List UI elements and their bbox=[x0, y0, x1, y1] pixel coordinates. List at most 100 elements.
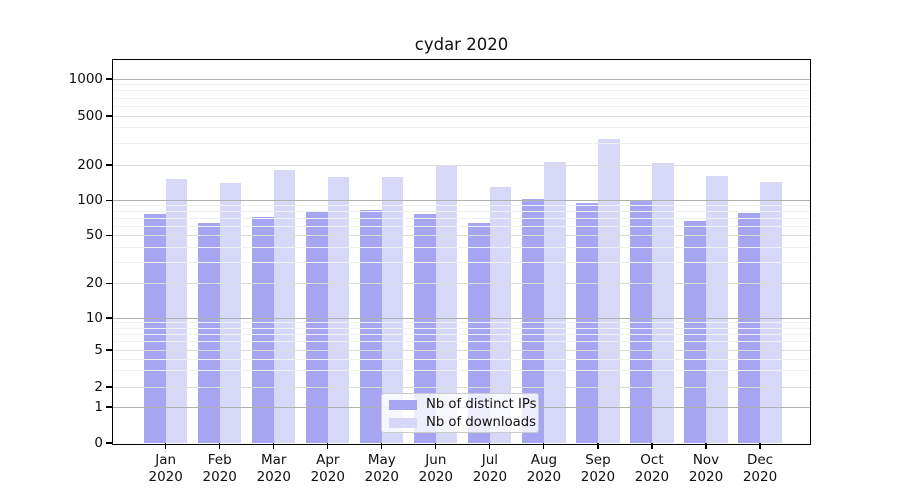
legend-swatch-distinct-ips bbox=[389, 400, 417, 410]
x-tick-label: Feb 2020 bbox=[202, 452, 237, 485]
x-tick-label: May 2020 bbox=[364, 452, 399, 485]
x-tick-mark bbox=[219, 443, 221, 449]
bar-ips-7 bbox=[522, 198, 544, 443]
bar-downloads-4 bbox=[381, 177, 404, 443]
legend-label-downloads: Nb of downloads bbox=[426, 415, 536, 430]
gridline bbox=[113, 333, 810, 335]
gridline bbox=[113, 283, 810, 284]
y-tick-label: 0 bbox=[94, 434, 103, 451]
gridline bbox=[113, 370, 810, 372]
y-tick-label: 5 bbox=[94, 341, 103, 358]
y-tick-mark bbox=[106, 164, 113, 166]
bar-ips-3 bbox=[306, 211, 328, 443]
legend-item-downloads: Nb of downloads bbox=[382, 414, 538, 432]
gridline bbox=[113, 322, 810, 324]
x-tick-mark bbox=[651, 443, 653, 449]
y-tick-mark bbox=[106, 442, 113, 444]
x-tick-label: Jun 2020 bbox=[418, 452, 454, 485]
bar-downloads-8 bbox=[597, 139, 620, 443]
gridline bbox=[113, 386, 810, 388]
gridline bbox=[113, 84, 810, 86]
x-tick-mark bbox=[489, 443, 491, 449]
y-tick-mark bbox=[106, 386, 113, 388]
gridline bbox=[113, 235, 810, 236]
x-tick-label: Dec 2020 bbox=[742, 452, 778, 485]
y-tick-label: 100 bbox=[77, 192, 103, 208]
x-tick-mark bbox=[543, 443, 545, 449]
bar-ips-6 bbox=[468, 223, 490, 443]
gridline bbox=[113, 142, 810, 144]
y-tick-mark bbox=[106, 78, 113, 80]
gridline bbox=[113, 127, 810, 129]
y-tick-mark bbox=[106, 115, 113, 117]
x-tick-mark bbox=[705, 443, 707, 449]
gridline bbox=[113, 211, 810, 213]
x-tick-label: Oct 2020 bbox=[634, 452, 670, 485]
bar-ips-9 bbox=[630, 200, 652, 443]
y-tick-mark bbox=[106, 406, 113, 408]
bar-ips-1 bbox=[198, 223, 220, 443]
y-tick-mark bbox=[106, 234, 113, 237]
bar-downloads-11 bbox=[760, 181, 782, 443]
gridline bbox=[113, 78, 810, 80]
gridline bbox=[113, 105, 810, 107]
legend-label-distinct-ips: Nb of distinct IPs bbox=[426, 397, 537, 412]
y-tick-mark bbox=[106, 349, 113, 351]
gridline bbox=[113, 115, 810, 117]
legend: Nb of distinct IPs Nb of downloads bbox=[381, 393, 539, 433]
bar-ips-4 bbox=[360, 209, 382, 443]
legend-swatch-downloads bbox=[389, 418, 417, 428]
y-tick-label: 2 bbox=[94, 378, 103, 395]
x-tick-mark bbox=[165, 443, 167, 449]
y-tick-label: 10 bbox=[85, 309, 103, 326]
x-tick-mark bbox=[273, 443, 275, 449]
bar-downloads-10 bbox=[706, 176, 728, 443]
chart-title: cydar 2020 bbox=[414, 35, 509, 54]
gridline bbox=[113, 349, 810, 351]
bar-downloads-9 bbox=[651, 163, 674, 443]
gridline bbox=[113, 164, 810, 166]
gridline bbox=[113, 218, 810, 219]
bar-ips-2 bbox=[252, 217, 274, 443]
gridline bbox=[113, 90, 810, 92]
x-tick-label: Nov 2020 bbox=[688, 452, 724, 485]
bar-ips-10 bbox=[684, 220, 706, 443]
y-tick-label: 200 bbox=[77, 156, 103, 173]
bar-downloads-0 bbox=[165, 179, 188, 443]
gridline bbox=[113, 97, 810, 99]
gridline bbox=[113, 261, 810, 263]
gridline bbox=[113, 341, 810, 343]
bar-downloads-2 bbox=[273, 170, 296, 443]
bar-downloads-5 bbox=[435, 164, 458, 443]
y-tick-mark bbox=[106, 317, 113, 319]
x-tick-mark bbox=[327, 443, 329, 449]
y-tick-mark bbox=[106, 199, 113, 202]
bar-downloads-1 bbox=[219, 182, 242, 443]
x-tick-mark bbox=[435, 443, 437, 449]
gridline bbox=[113, 327, 810, 329]
x-tick-label: Aug 2020 bbox=[526, 452, 562, 485]
gridline bbox=[113, 317, 810, 319]
bar-downloads-6 bbox=[489, 187, 512, 443]
y-tick-label: 50 bbox=[85, 227, 103, 243]
gridline bbox=[113, 246, 810, 248]
x-tick-label: Jul 2020 bbox=[472, 452, 508, 485]
legend-item-distinct-ips: Nb of distinct IPs bbox=[382, 396, 538, 414]
gridline bbox=[113, 205, 810, 207]
x-tick-label: Jan 2020 bbox=[148, 452, 183, 485]
x-tick-mark bbox=[381, 443, 383, 449]
y-tick-label: 1 bbox=[94, 398, 103, 415]
x-tick-mark bbox=[597, 443, 599, 449]
x-tick-label: Apr 2020 bbox=[310, 452, 345, 485]
bar-downloads-7 bbox=[543, 162, 566, 443]
gridline bbox=[113, 358, 810, 360]
x-tick-label: Mar 2020 bbox=[256, 452, 291, 485]
y-tick-label: 500 bbox=[77, 107, 103, 124]
gridline bbox=[113, 225, 810, 227]
x-tick-mark bbox=[759, 443, 761, 449]
x-tick-label: Sep 2020 bbox=[580, 452, 616, 485]
bar-downloads-3 bbox=[327, 177, 350, 443]
y-tick-label: 1000 bbox=[68, 70, 103, 87]
gridline bbox=[113, 200, 810, 201]
